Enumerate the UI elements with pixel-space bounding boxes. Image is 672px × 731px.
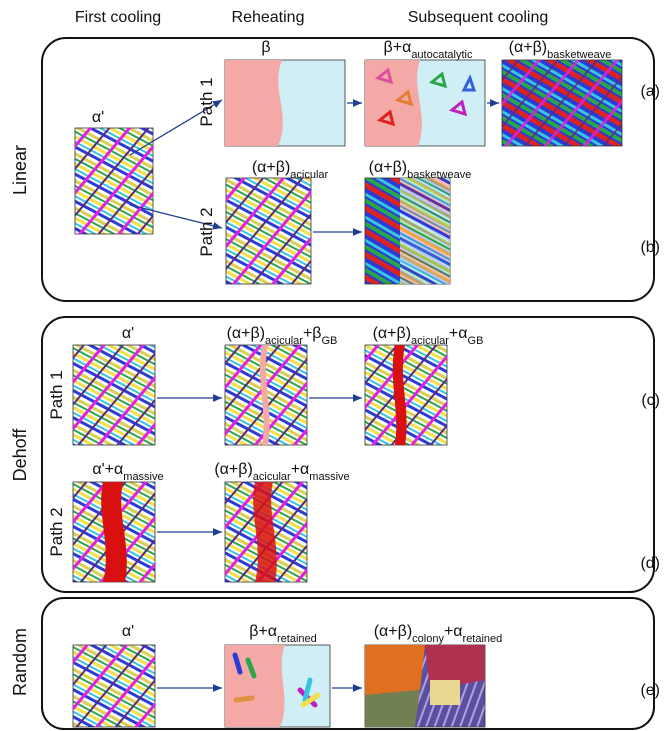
stage-label: α'+αmassive xyxy=(92,461,163,483)
path-label: Path 2 xyxy=(197,207,216,256)
path-label: Path 1 xyxy=(47,370,66,419)
label-part: β+α xyxy=(384,39,412,56)
diagram: First cooling Reheating Subsequent cooling… xyxy=(0,0,672,731)
label-part: autocatalytic xyxy=(411,49,473,61)
label-part: acicular xyxy=(253,471,291,483)
label-part: +α xyxy=(449,325,468,342)
label-part: (α+β) xyxy=(214,461,252,478)
panels xyxy=(75,60,622,284)
label-part: acicular xyxy=(411,335,449,347)
label-part: colony xyxy=(412,633,444,645)
label-part: acicular xyxy=(265,335,303,347)
label-part: +β xyxy=(303,325,322,342)
group-label: Dehoff xyxy=(10,428,30,482)
label-part: retained xyxy=(463,633,503,645)
label-part: (α+β) xyxy=(252,159,290,176)
label-part: +α xyxy=(444,623,463,640)
case-label: (a) xyxy=(640,83,660,100)
panels xyxy=(73,345,447,582)
label-part: α'+α xyxy=(92,461,123,478)
label-part: basketweave xyxy=(407,169,471,181)
column-header: First cooling xyxy=(75,9,161,26)
panels xyxy=(73,645,485,727)
label-part: α' xyxy=(92,109,104,126)
case-label: (b) xyxy=(640,239,660,256)
stage-label: β+αautocatalytic xyxy=(384,39,473,61)
case-label: (d) xyxy=(640,555,660,572)
label-part: (α+β) xyxy=(227,325,265,342)
path-label: Path 2 xyxy=(47,507,66,556)
stage-label: β+αretained xyxy=(249,623,317,645)
path-label: Path 1 xyxy=(197,77,216,126)
label-part: (α+β) xyxy=(373,325,411,342)
label-part: massive xyxy=(123,471,163,483)
stage-label: α' xyxy=(122,623,134,640)
stage-label: (α+β)acicular+βGB xyxy=(227,325,338,347)
stage-label: (α+β)acicular+αmassive xyxy=(214,461,349,483)
label-part: β xyxy=(261,39,270,56)
case-label: (e) xyxy=(640,682,660,699)
label-part: acicular xyxy=(290,169,328,181)
label-part: β+α xyxy=(249,623,277,640)
label-part: α' xyxy=(122,623,134,640)
label-part: α' xyxy=(122,325,134,342)
group-label: Random xyxy=(10,628,30,696)
label-part: basketweave xyxy=(547,49,611,61)
label-part: GB xyxy=(322,335,338,347)
stage-label: (α+β)acicular+αGB xyxy=(373,325,484,347)
group-label: Linear xyxy=(10,145,30,195)
stage-label: (α+β)basketweave xyxy=(509,39,612,61)
stage-label: α' xyxy=(122,325,134,342)
label-part: (α+β) xyxy=(374,623,412,640)
label-part: GB xyxy=(468,335,484,347)
stage-label: (α+β)colony+αretained xyxy=(374,623,503,645)
stage-label: β xyxy=(261,39,270,56)
label-part: massive xyxy=(309,471,349,483)
label-part: (α+β) xyxy=(369,159,407,176)
label-part: (α+β) xyxy=(509,39,547,56)
stage-label: α' xyxy=(92,109,104,126)
column-header: Reheating xyxy=(232,9,305,26)
column-header: Subsequent cooling xyxy=(408,9,549,26)
label-part: +α xyxy=(291,461,310,478)
label-part: retained xyxy=(277,633,317,645)
case-label: (c) xyxy=(641,392,660,409)
